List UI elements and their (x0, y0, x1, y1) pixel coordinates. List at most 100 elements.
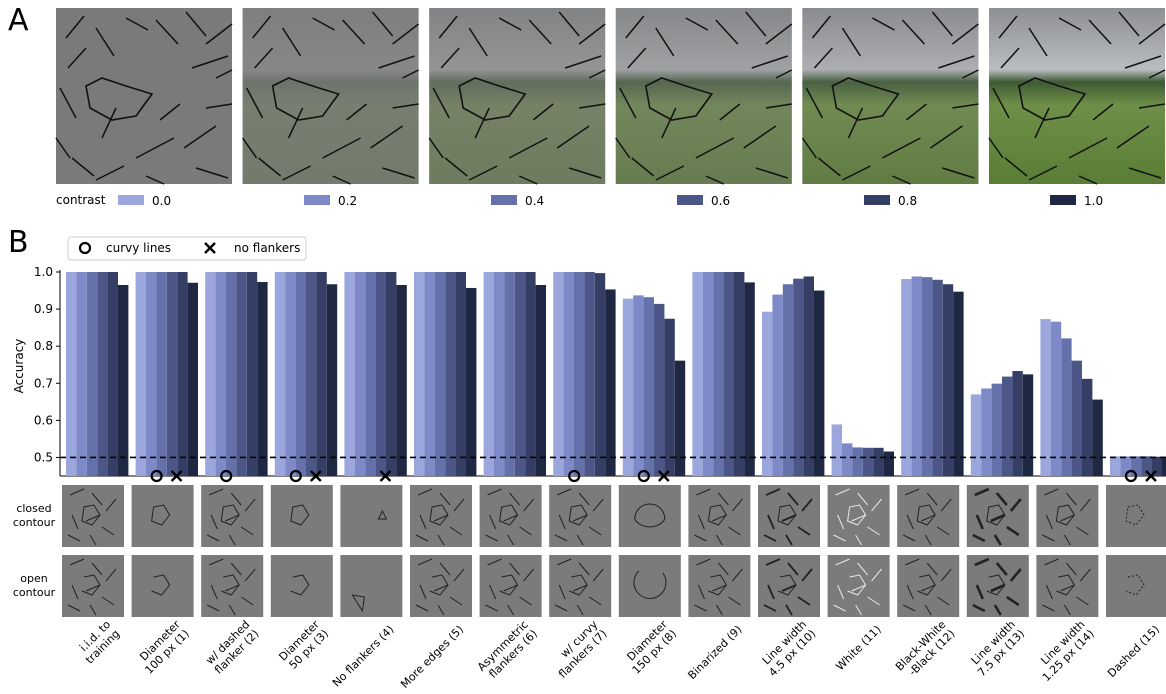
flanker-line (1092, 103, 1114, 121)
thumb-line (1063, 604, 1071, 616)
thumb-contour (429, 504, 449, 526)
flanker-line (1034, 107, 1050, 139)
thumb-line (573, 584, 588, 592)
thumb-contour (633, 570, 667, 599)
closed-thumb-13 (966, 485, 1029, 547)
flanker-line (205, 103, 233, 109)
no-flankers-marker (1145, 470, 1157, 482)
thumb-line (487, 558, 502, 566)
thumb-line (857, 492, 868, 506)
thumb-line (558, 584, 566, 600)
open-thumb-2 (201, 555, 264, 617)
thumb-line (519, 526, 532, 536)
thumb-line (507, 604, 515, 616)
thumb-line (67, 604, 81, 612)
thumb-line (210, 514, 218, 530)
thumb-line (936, 596, 950, 606)
thumb-contour (1055, 504, 1076, 526)
bar (1092, 399, 1103, 476)
thumb-line (449, 526, 463, 536)
bar (1071, 360, 1082, 476)
y-tick-label: 0.5 (34, 450, 53, 464)
flanker-line (813, 47, 833, 69)
flanker-line (258, 157, 282, 177)
thumb-line (433, 584, 449, 592)
thumb-contour (986, 504, 1006, 526)
thumb-line (835, 488, 850, 496)
flanker-line (817, 157, 841, 177)
bar (1141, 456, 1152, 476)
thumb-line (69, 558, 85, 566)
flanker-line (801, 137, 818, 159)
thumb-line (765, 488, 781, 496)
flanker-line (841, 27, 862, 57)
marker-legend: curvy lines no flankers (67, 236, 307, 261)
thumb-line (206, 534, 220, 542)
closed-thumb-11 (827, 485, 890, 547)
thumb-line (718, 492, 729, 506)
curvy-marker-icon (78, 241, 92, 255)
flanker-line (1004, 157, 1028, 177)
bar (702, 272, 714, 476)
thumb-line (906, 514, 914, 530)
thumb-contour (351, 594, 365, 613)
bar (386, 272, 397, 476)
bar (1040, 319, 1051, 476)
bar (862, 447, 874, 476)
bar (306, 272, 317, 476)
flanker-line (998, 15, 1018, 39)
thumb-line (89, 604, 97, 616)
thumb-line (507, 534, 515, 546)
thumb-bg (618, 485, 681, 547)
bar (1120, 456, 1131, 476)
row-label-open-2: contour (13, 586, 56, 599)
bar (326, 284, 338, 476)
contrast-level-label-1: 0.2 (338, 194, 357, 208)
panel-a-stimuli (55, 8, 1166, 185)
thumb-line (993, 534, 1002, 546)
flanker-line (498, 17, 522, 31)
thumb-contour (847, 504, 867, 526)
thumb-line (921, 514, 936, 522)
thumb-line (728, 526, 741, 536)
thumb-line (439, 562, 451, 576)
thumb-line (990, 583, 1006, 593)
open-thumb-13 (966, 555, 1029, 617)
flanker-line (528, 19, 552, 45)
thumb-line (924, 534, 932, 546)
curvy-lines-marker (289, 469, 302, 483)
bar (466, 287, 477, 476)
bar (146, 272, 157, 476)
thumb-contour (377, 509, 388, 520)
flanker-line (775, 69, 793, 79)
thumb-line (940, 568, 952, 582)
flanker-line (432, 87, 450, 119)
flanker-line (372, 11, 394, 37)
flanker-line (929, 125, 963, 149)
flanker-line (1058, 17, 1082, 31)
y-axis-label: Accuracy (12, 339, 26, 394)
bar (86, 272, 98, 476)
bar (1130, 456, 1142, 476)
curvy-lines-marker (150, 469, 163, 483)
thumb-bg (270, 485, 333, 547)
chart-bars (66, 272, 1166, 476)
flanker-line (378, 55, 415, 69)
thumb-line (781, 514, 797, 522)
x-tick-label-line: Binarized (9) (685, 623, 744, 682)
x-tick-label: Line width4.5 px (10) (757, 618, 818, 679)
closed-thumb-12 (897, 485, 960, 547)
image-photo (615, 8, 792, 184)
bar (991, 383, 1002, 476)
thumb-line (765, 558, 781, 566)
row-label-open-1: open (20, 572, 47, 585)
bar (584, 272, 595, 476)
thumb-line (210, 584, 218, 600)
thumb-line (1006, 525, 1020, 537)
thumb-line (1076, 526, 1089, 536)
open-thumb-12 (897, 555, 960, 617)
contrast-swatch-4 (864, 195, 890, 205)
thumb-line (85, 514, 101, 522)
contrast-swatch-0 (118, 195, 144, 205)
thumb-line (972, 603, 986, 613)
